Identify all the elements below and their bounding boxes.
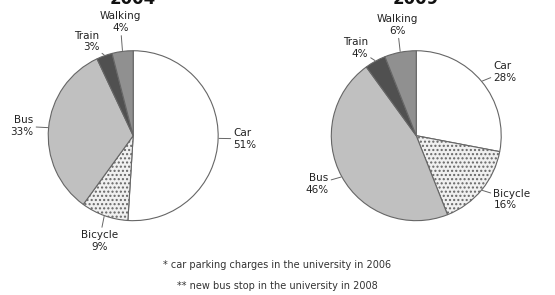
Text: Walking
4%: Walking 4% — [99, 11, 141, 50]
Wedge shape — [385, 51, 416, 136]
Wedge shape — [128, 51, 218, 221]
Title: 2009: 2009 — [393, 0, 440, 9]
Wedge shape — [97, 53, 133, 136]
Wedge shape — [331, 67, 447, 221]
Text: Bus
33%: Bus 33% — [10, 115, 48, 137]
Text: ** new bus stop in the university in 2008: ** new bus stop in the university in 200… — [177, 281, 378, 291]
Wedge shape — [416, 136, 500, 215]
Wedge shape — [416, 51, 501, 152]
Text: Car
51%: Car 51% — [219, 128, 256, 150]
Wedge shape — [83, 136, 133, 220]
Title: 2004: 2004 — [110, 0, 157, 9]
Wedge shape — [48, 59, 133, 204]
Text: Train
3%: Train 3% — [74, 31, 104, 55]
Text: Car
28%: Car 28% — [482, 61, 517, 83]
Text: Bicycle
16%: Bicycle 16% — [482, 189, 531, 210]
Wedge shape — [366, 57, 416, 136]
Text: Walking
6%: Walking 6% — [376, 14, 418, 51]
Wedge shape — [112, 51, 133, 136]
Text: * car parking charges in the university in 2006: * car parking charges in the university … — [163, 260, 392, 271]
Text: Bicycle
9%: Bicycle 9% — [80, 217, 118, 252]
Text: Bus
46%: Bus 46% — [305, 173, 341, 195]
Text: Train
4%: Train 4% — [343, 37, 375, 60]
